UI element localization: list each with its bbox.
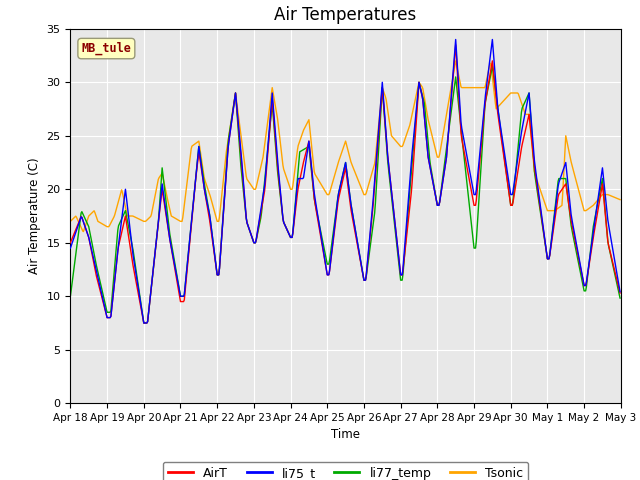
- AirT: [616, 290, 624, 296]
- Line: li75_t: li75_t: [70, 39, 620, 323]
- Tsonic: [219, 185, 227, 191]
- Legend: AirT, li75_t, li77_temp, Tsonic: AirT, li75_t, li77_temp, Tsonic: [163, 462, 528, 480]
- li75_t: [616, 289, 624, 295]
- li75_t: [189, 198, 197, 204]
- li77_temp: [77, 216, 84, 222]
- li77_temp: [219, 221, 227, 227]
- Tsonic: [429, 135, 436, 141]
- li75_t: [219, 223, 227, 228]
- Tsonic: [452, 58, 460, 64]
- Line: Tsonic: Tsonic: [70, 61, 620, 232]
- li77_temp: [67, 293, 74, 299]
- Line: li77_temp: li77_temp: [70, 66, 620, 323]
- X-axis label: Time: Time: [331, 429, 360, 442]
- AirT: [413, 113, 420, 119]
- AirT: [67, 240, 74, 246]
- Text: MB_tule: MB_tule: [81, 42, 131, 55]
- AirT: [452, 42, 460, 48]
- Tsonic: [413, 90, 420, 96]
- Tsonic: [79, 229, 87, 235]
- Tsonic: [77, 223, 84, 228]
- li77_temp: [140, 320, 148, 326]
- li75_t: [429, 179, 436, 184]
- AirT: [429, 179, 436, 184]
- li75_t: [413, 103, 420, 108]
- li75_t: [452, 36, 460, 42]
- AirT: [189, 199, 197, 205]
- li77_temp: [429, 176, 436, 181]
- Line: AirT: AirT: [70, 45, 620, 323]
- li77_temp: [488, 63, 496, 69]
- li77_temp: [413, 106, 420, 112]
- li77_temp: [616, 295, 624, 301]
- Tsonic: [189, 142, 197, 148]
- li75_t: [140, 320, 148, 326]
- li77_temp: [189, 198, 197, 204]
- AirT: [133, 283, 141, 289]
- li75_t: [67, 245, 74, 251]
- Tsonic: [134, 216, 141, 221]
- li77_temp: [133, 273, 141, 279]
- li75_t: [77, 216, 84, 222]
- AirT: [140, 320, 148, 326]
- Tsonic: [616, 197, 624, 203]
- Y-axis label: Air Temperature (C): Air Temperature (C): [28, 158, 41, 274]
- Title: Air Temperatures: Air Temperatures: [275, 6, 417, 24]
- li75_t: [133, 276, 141, 282]
- Tsonic: [67, 218, 74, 224]
- AirT: [219, 223, 227, 228]
- AirT: [77, 216, 84, 221]
